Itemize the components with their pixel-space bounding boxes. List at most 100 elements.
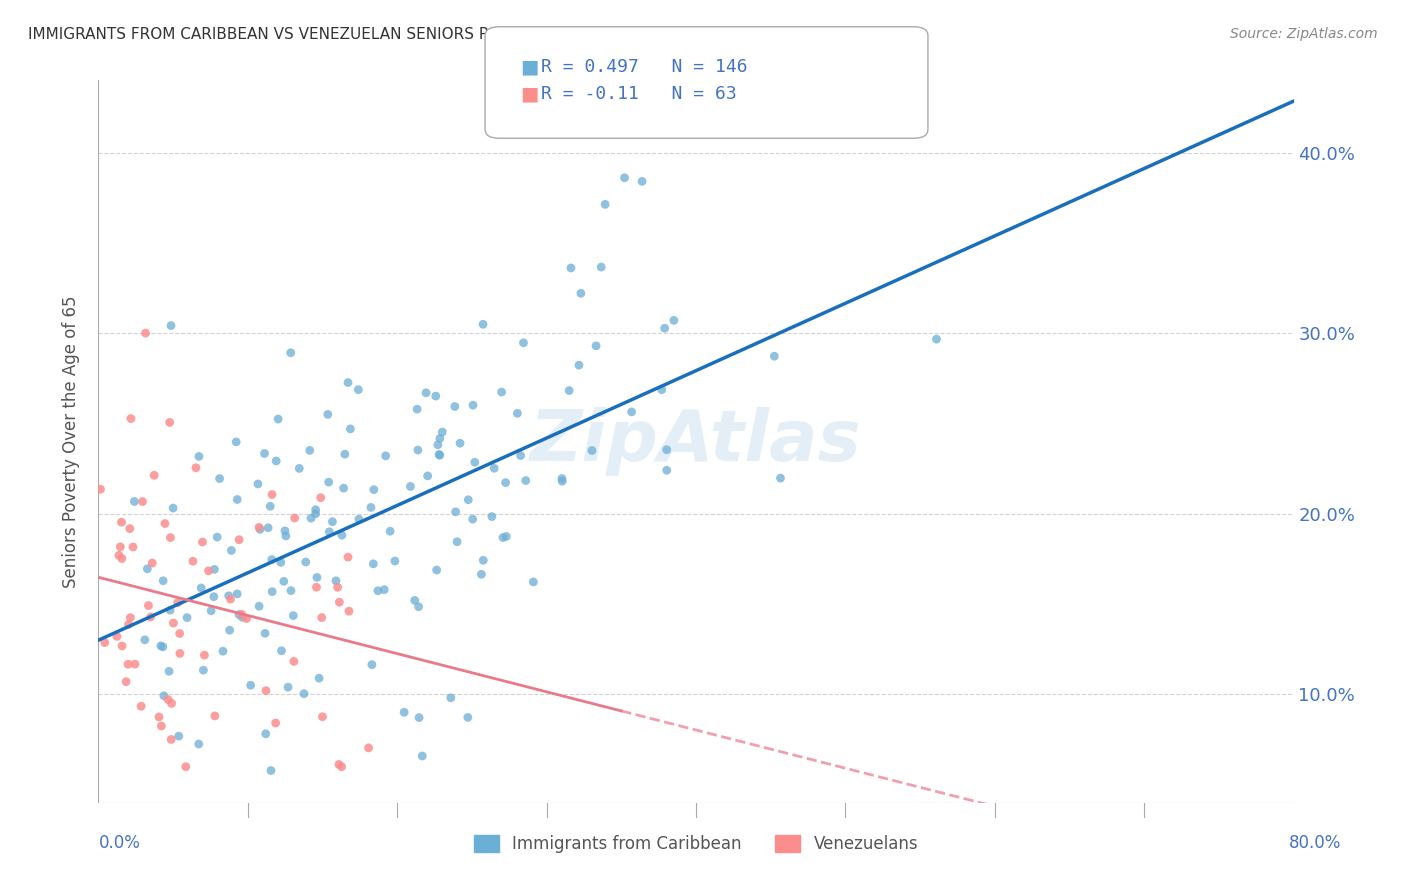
Immigrants from Caribbean (270, 644, 292, 658)
Venezuelans (131, 494, 153, 508)
Venezuelans (124, 657, 146, 672)
Immigrants from Caribbean (374, 449, 396, 463)
Venezuelans (110, 515, 132, 529)
Venezuelans (326, 580, 349, 594)
Text: Source: ZipAtlas.com: Source: ZipAtlas.com (1230, 27, 1378, 41)
Immigrants from Caribbean (457, 492, 479, 507)
Y-axis label: Seniors Poverty Over the Age of 65: Seniors Poverty Over the Age of 65 (62, 295, 80, 588)
Immigrants from Caribbean (149, 639, 172, 653)
Venezuelans (309, 491, 332, 505)
Venezuelans (117, 617, 139, 632)
Immigrants from Caribbean (157, 665, 180, 679)
Immigrants from Caribbean (411, 749, 433, 764)
Venezuelans (260, 487, 283, 501)
Immigrants from Caribbean (226, 492, 249, 507)
Immigrants from Caribbean (152, 574, 174, 588)
Immigrants from Caribbean (204, 562, 226, 576)
Venezuelans (284, 511, 307, 525)
Text: IMMIGRANTS FROM CARIBBEAN VS VENEZUELAN SENIORS POVERTY OVER THE AGE OF 65 CORRE: IMMIGRANTS FROM CARIBBEAN VS VENEZUELAN … (28, 27, 887, 42)
Immigrants from Caribbean (662, 313, 685, 327)
Immigrants from Caribbean (254, 626, 277, 640)
Venezuelans (247, 520, 270, 534)
Immigrants from Caribbean (408, 710, 430, 724)
Immigrants from Caribbean (373, 582, 395, 597)
Immigrants from Caribbean (568, 358, 591, 372)
Immigrants from Caribbean (399, 479, 422, 493)
Immigrants from Caribbean (347, 383, 370, 397)
Venezuelans (191, 535, 214, 549)
Immigrants from Caribbean (305, 570, 328, 584)
Venezuelans (181, 554, 204, 568)
Immigrants from Caribbean (443, 400, 465, 414)
Immigrants from Caribbean (472, 318, 495, 332)
Venezuelans (160, 732, 183, 747)
Immigrants from Caribbean (274, 524, 297, 538)
Immigrants from Caribbean (294, 555, 316, 569)
Immigrants from Caribbean (495, 529, 517, 543)
Immigrants from Caribbean (515, 474, 537, 488)
Immigrants from Caribbean (231, 610, 253, 624)
Immigrants from Caribbean (249, 522, 271, 536)
Immigrants from Caribbean (228, 607, 250, 622)
Venezuelans (162, 615, 184, 630)
Immigrants from Caribbean (283, 608, 305, 623)
Immigrants from Caribbean (273, 574, 295, 589)
Text: R = -0.11   N = 63: R = -0.11 N = 63 (541, 85, 737, 103)
Immigrants from Caribbean (253, 446, 276, 460)
Immigrants from Caribbean (136, 562, 159, 576)
Immigrants from Caribbean (506, 406, 529, 420)
Immigrants from Caribbean (347, 512, 370, 526)
Immigrants from Caribbean (363, 483, 385, 497)
Immigrants from Caribbean (190, 581, 212, 595)
Immigrants from Caribbean (280, 345, 302, 359)
Venezuelans (117, 657, 139, 672)
Immigrants from Caribbean (339, 422, 361, 436)
Text: ■: ■ (520, 57, 538, 77)
Immigrants from Caribbean (432, 425, 454, 439)
Venezuelans (219, 592, 242, 607)
Immigrants from Caribbean (218, 589, 240, 603)
Venezuelans (111, 551, 134, 566)
Venezuelans (135, 326, 157, 341)
Venezuelans (122, 540, 145, 554)
Immigrants from Caribbean (124, 494, 146, 508)
Immigrants from Caribbean (482, 461, 505, 475)
Immigrants from Caribbean (509, 449, 531, 463)
Immigrants from Caribbean (495, 475, 517, 490)
Immigrants from Caribbean (461, 398, 484, 412)
Venezuelans (330, 760, 353, 774)
Immigrants from Caribbean (337, 376, 360, 390)
Immigrants from Caribbean (426, 438, 449, 452)
Immigrants from Caribbean (257, 521, 280, 535)
Immigrants from Caribbean (655, 442, 678, 457)
Venezuelans (110, 540, 132, 554)
Immigrants from Caribbean (188, 450, 211, 464)
Venezuelans (143, 468, 166, 483)
Immigrants from Caribbean (267, 412, 290, 426)
Immigrants from Caribbean (360, 500, 382, 515)
Immigrants from Caribbean (288, 461, 311, 475)
Immigrants from Caribbean (332, 481, 354, 495)
Venezuelans (337, 604, 360, 618)
Immigrants from Caribbean (581, 443, 603, 458)
Venezuelans (120, 610, 142, 624)
Immigrants from Caribbean (226, 587, 249, 601)
Immigrants from Caribbean (162, 501, 184, 516)
Immigrants from Caribbean (247, 599, 270, 614)
Immigrants from Caribbean (292, 687, 315, 701)
Immigrants from Caribbean (330, 528, 353, 542)
Venezuelans (193, 648, 215, 662)
Text: ■: ■ (520, 84, 538, 103)
Immigrants from Caribbean (492, 531, 515, 545)
Venezuelans (111, 639, 134, 653)
Immigrants from Caribbean (631, 174, 654, 188)
Immigrants from Caribbean (651, 383, 673, 397)
Immigrants from Caribbean (298, 443, 321, 458)
Venezuelans (305, 580, 328, 594)
Venezuelans (160, 697, 183, 711)
Immigrants from Caribbean (470, 567, 492, 582)
Venezuelans (166, 596, 188, 610)
Immigrants from Caribbean (152, 640, 174, 654)
Immigrants from Caribbean (239, 678, 262, 692)
Immigrants from Caribbean (260, 552, 283, 566)
